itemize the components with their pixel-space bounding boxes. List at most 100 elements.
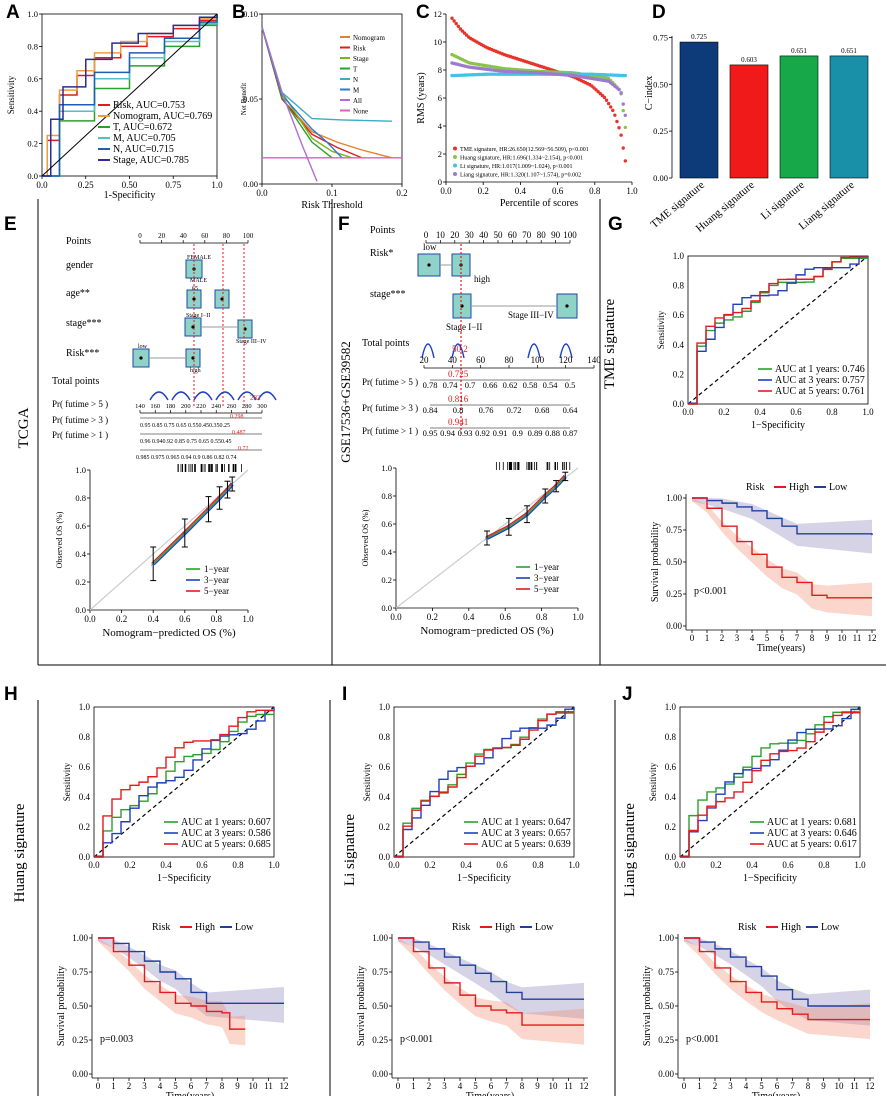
j-roc-x-tick-label: 0.4 bbox=[746, 860, 758, 870]
j-roc-legend-label: AUC at 5 years: 0.617 bbox=[767, 839, 857, 850]
a-ylabel: Sensitivity bbox=[6, 75, 16, 114]
c-data-point bbox=[615, 120, 618, 123]
f-row-label: stage*** bbox=[370, 289, 406, 300]
j-roc-x-tick-label: 0.8 bbox=[818, 860, 830, 870]
j-roc-x-tick-label: 1.0 bbox=[854, 860, 866, 870]
h-km-x-tick-label: 7 bbox=[204, 1081, 209, 1091]
f-cal-legend-label: 3−year bbox=[534, 573, 559, 583]
f-cal-legend-label: 1−year bbox=[534, 562, 559, 572]
g-km-y-tick-label: 0.50 bbox=[666, 557, 682, 567]
e-points-scale-label: 0 bbox=[138, 232, 142, 240]
f-pr1-highlight: 0.941 bbox=[448, 417, 468, 427]
e-risk-box-low-point bbox=[139, 356, 142, 359]
i-km-x-tick-label: 7 bbox=[504, 1081, 509, 1091]
g-km-x-tick-label: 0 bbox=[690, 633, 695, 643]
j-km-x-tick-label: 2 bbox=[713, 1081, 718, 1091]
c-data-point bbox=[611, 109, 614, 112]
e-cal-y-tick-label: 0.8 bbox=[75, 493, 86, 503]
h-roc-y-tick-label: 1.0 bbox=[79, 702, 91, 712]
e-row-label: gender bbox=[66, 260, 94, 271]
h-km-x-tick-label: 1 bbox=[111, 1081, 116, 1091]
i-roc-x-tick-label: 0.8 bbox=[532, 860, 544, 870]
d-y-tick-label: 0.75 bbox=[653, 32, 668, 42]
c-data-point bbox=[624, 126, 627, 129]
f-pr3-tick: 0.64 bbox=[563, 405, 579, 415]
f-pr3-tick: 0.84 bbox=[423, 405, 439, 415]
i-roc-legend-label: AUC at 1 years: 0.647 bbox=[481, 817, 571, 828]
a-legend-label: M, AUC=0.705 bbox=[113, 133, 176, 144]
e-level-label: low bbox=[138, 344, 148, 350]
h-roc-y-tick-label: 0.8 bbox=[79, 732, 91, 742]
f-pr5-tick: 0.5 bbox=[565, 380, 576, 390]
h-km-legend-low: Low bbox=[235, 922, 254, 933]
a-y-tick-label: 0.0 bbox=[27, 171, 38, 181]
c-legend-key bbox=[453, 147, 457, 151]
f-points-scale-label: 0 bbox=[424, 230, 429, 240]
j-km-y-tick-label: 1.00 bbox=[658, 933, 674, 943]
e-pr5-highlight: 0.298 bbox=[230, 414, 244, 420]
d-y-tick-label: 0.25 bbox=[653, 126, 668, 136]
i-km-legend-low: Low bbox=[535, 922, 554, 933]
i-km-x-tick-label: 9 bbox=[535, 1081, 540, 1091]
f-points-scale-label: 70 bbox=[522, 230, 532, 240]
f-total-scale-label: 40 bbox=[448, 355, 458, 365]
g-roc-x-tick-label: 0.2 bbox=[718, 407, 729, 417]
e-level-label: MALE bbox=[190, 278, 207, 284]
h-roc-legend-label: AUC at 1 years: 0.607 bbox=[181, 817, 271, 828]
b-xlabel: Risk Threshold bbox=[301, 200, 362, 211]
j-km-x-tick-label: 11 bbox=[850, 1081, 859, 1091]
a-y-tick-label: 0.4 bbox=[27, 106, 38, 116]
h-roc-legend-label: AUC at 5 years: 0.685 bbox=[181, 839, 271, 850]
h-km-x-tick-label: 8 bbox=[220, 1081, 225, 1091]
f-points-scale-label: 20 bbox=[450, 230, 460, 240]
g-roc-y-tick-label: 0.2 bbox=[673, 369, 684, 379]
j-km-y-tick-label: 0.25 bbox=[658, 1035, 674, 1045]
g-km-x-tick-label: 5 bbox=[765, 633, 770, 643]
i-km-x-tick-label: 1 bbox=[411, 1081, 416, 1091]
c-y-tick-label: 8 bbox=[438, 65, 442, 75]
f-title: GSE17536+GSE39582 bbox=[338, 341, 353, 462]
f-pr3-tick: 0.76 bbox=[479, 405, 494, 415]
e-cal-y-tick-label: 1.0 bbox=[75, 465, 86, 475]
e-cal-y-tick-label: 0.2 bbox=[75, 577, 86, 587]
f-pr1-tick: 0.95 bbox=[423, 428, 438, 438]
i-roc-y-tick-label: 0.0 bbox=[379, 852, 391, 862]
h-roc-legend-label: AUC at 3 years: 0.586 bbox=[181, 828, 271, 839]
e-total-scale-label: 180 bbox=[166, 403, 176, 410]
panel-i: Li signature 0.00.00.20.20.40.40.60.60.80… bbox=[342, 702, 589, 1096]
i-km-x-tick-label: 12 bbox=[580, 1081, 589, 1091]
g-km-y-tick-label: 0.25 bbox=[666, 589, 682, 599]
h-km-pvalue: p=0.003 bbox=[100, 1034, 133, 1045]
i-km-legend-title: Risk bbox=[452, 922, 470, 933]
j-km-pvalue: p<0.001 bbox=[686, 1034, 719, 1045]
b-x-tick-label: 0.1 bbox=[326, 188, 337, 198]
f-pr5-tick: 0.74 bbox=[443, 380, 459, 390]
c-y-tick-label: 10 bbox=[434, 37, 443, 47]
c-data-point bbox=[617, 126, 620, 129]
j-roc-y-tick-label: 0.8 bbox=[665, 732, 677, 742]
c-y-tick-label: 12 bbox=[434, 9, 443, 19]
i-roc-x-tick-label: 1.0 bbox=[568, 860, 580, 870]
c-y-tick-label: 0 bbox=[438, 177, 442, 187]
e-total-scale-label: 200 bbox=[181, 403, 191, 410]
j-title: Liang signature bbox=[622, 803, 638, 897]
f-points-scale-label: 50 bbox=[494, 230, 504, 240]
g-km-x-tick-label: 3 bbox=[735, 633, 740, 643]
e-cal-point: × bbox=[206, 505, 211, 514]
h-roc-x-tick-label: 1.0 bbox=[268, 860, 280, 870]
e-cal-point: × bbox=[217, 494, 222, 503]
i-km-x-tick-label: 11 bbox=[564, 1081, 573, 1091]
f-pr1-tick: 0.89 bbox=[528, 428, 543, 438]
j-km-x-tick-label: 8 bbox=[806, 1081, 811, 1091]
c-ylabel: RMS (years) bbox=[416, 72, 427, 123]
b-legend-label: M bbox=[353, 87, 360, 95]
f-points-scale-label: 10 bbox=[436, 230, 446, 240]
j-roc-y-tick-label: 0.2 bbox=[665, 822, 676, 832]
h-roc-ylabel: Sensitivity bbox=[62, 762, 72, 801]
g-roc-x-tick-label: 0.8 bbox=[826, 407, 838, 417]
e-level-label: FEMALE bbox=[187, 255, 211, 261]
e-pr3-ticks: 0.96 0.940.92 0.85 0.75 0.65 0.550.45 bbox=[140, 439, 232, 445]
f-cal-point: × bbox=[506, 523, 511, 532]
f-cal-point: × bbox=[562, 472, 567, 481]
f-level-label: Stage III−IV bbox=[508, 310, 554, 320]
